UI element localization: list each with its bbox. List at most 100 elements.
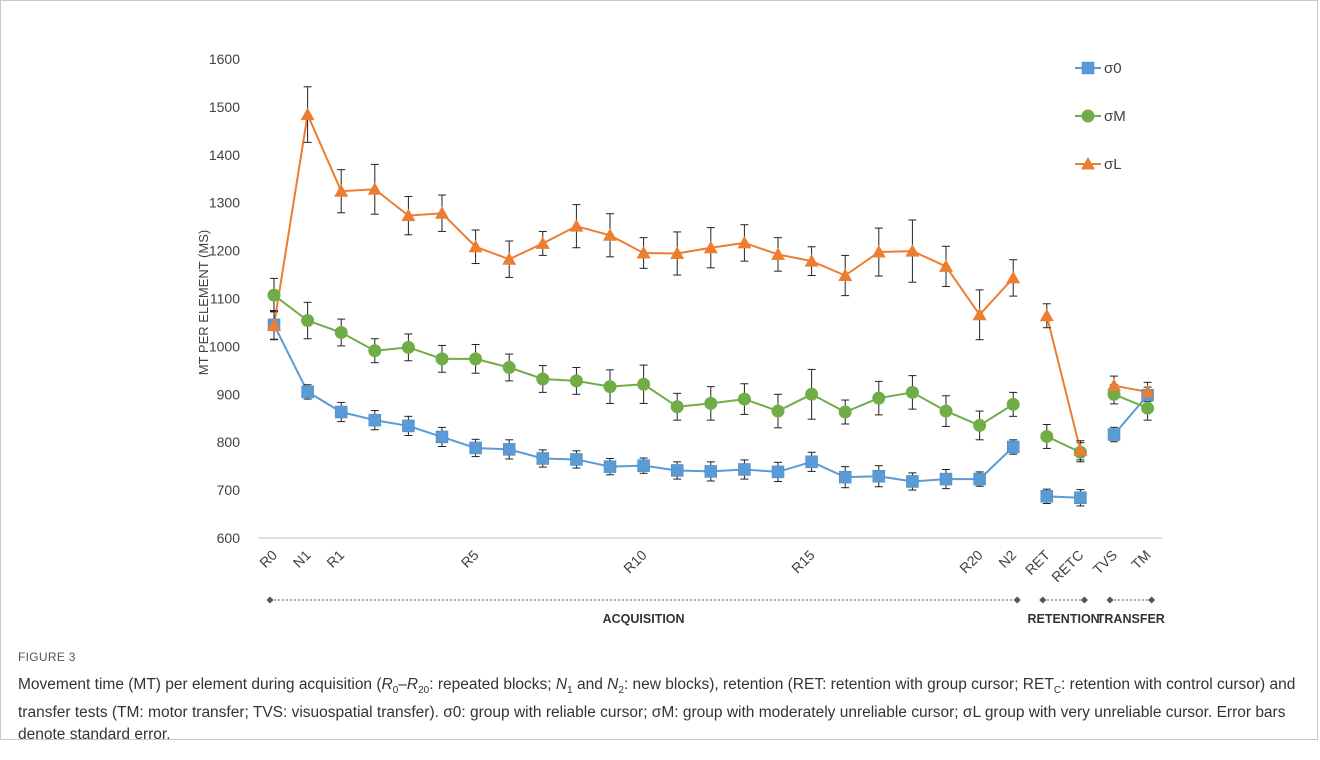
data-point xyxy=(267,318,281,331)
data-point xyxy=(300,107,315,121)
data-point xyxy=(570,453,583,466)
data-point xyxy=(301,314,315,328)
legend-marker xyxy=(1081,157,1095,170)
data-point xyxy=(1141,401,1155,415)
data-point xyxy=(536,372,550,386)
y-tick-label: 1500 xyxy=(209,99,240,115)
data-point xyxy=(771,247,785,260)
data-point xyxy=(973,418,987,432)
y-tick-label: 1000 xyxy=(209,338,240,354)
data-point xyxy=(805,455,818,469)
data-point xyxy=(871,245,886,258)
data-point xyxy=(972,307,987,321)
data-point xyxy=(737,235,752,249)
phase-bracket-end xyxy=(1013,596,1021,604)
series-line xyxy=(1113,394,1149,436)
figure-caption: FIGURE 3 Movement time (MT) per element … xyxy=(18,650,1298,746)
y-tick-label: 900 xyxy=(217,386,241,402)
data-point xyxy=(468,239,483,253)
data-point xyxy=(368,413,382,427)
data-point xyxy=(1006,440,1020,454)
data-point xyxy=(704,396,718,410)
data-point xyxy=(637,459,650,472)
x-tick-label: R20 xyxy=(956,547,986,577)
data-point xyxy=(603,380,617,394)
data-point xyxy=(469,352,483,366)
data-point xyxy=(401,340,415,354)
data-point xyxy=(569,374,583,388)
x-tick-label: N1 xyxy=(290,547,314,571)
y-tick-label: 1300 xyxy=(209,195,240,211)
data-point xyxy=(502,360,516,374)
phase-label: RETENTION xyxy=(1027,612,1099,626)
data-point xyxy=(536,452,550,465)
figure-frame xyxy=(0,0,1318,740)
phase-bracket-end xyxy=(1148,596,1156,604)
y-tick-label: 1400 xyxy=(209,147,240,163)
data-point xyxy=(535,236,550,249)
figure-label: FIGURE 3 xyxy=(18,650,76,664)
data-point xyxy=(367,182,382,195)
data-point xyxy=(805,387,819,401)
x-tick-label: R1 xyxy=(323,547,347,571)
legend-marker xyxy=(1081,109,1095,123)
data-point xyxy=(804,254,819,267)
data-point xyxy=(838,470,852,484)
data-point xyxy=(670,246,685,259)
legend-label: σM xyxy=(1104,108,1126,125)
data-point xyxy=(334,326,348,340)
y-axis-title: MT PER ELEMENT (MS) xyxy=(196,230,211,375)
caption-text: Movement time (MT) per element during ac… xyxy=(18,676,1296,744)
y-tick-label: 1600 xyxy=(209,51,240,67)
line-chart: 600 700 800 900 1000 1100 1200 1300 1400 1500 1600… xyxy=(196,51,1165,626)
data-point xyxy=(637,377,651,391)
data-point xyxy=(502,252,517,265)
data-point xyxy=(771,465,785,479)
data-point xyxy=(435,430,449,444)
series-line xyxy=(1045,315,1082,451)
data-point xyxy=(301,385,314,399)
data-point xyxy=(939,472,953,486)
data-point xyxy=(603,228,617,241)
data-point xyxy=(771,404,785,418)
phase-bracket-end xyxy=(1039,596,1047,604)
x-tick-label: R5 xyxy=(458,547,482,571)
phase-bracket-end xyxy=(266,596,274,604)
series-line xyxy=(273,111,1014,326)
data-point xyxy=(334,184,349,197)
data-point xyxy=(738,463,751,476)
phase-label: ACQUISITION xyxy=(603,612,685,626)
x-tick-label: R15 xyxy=(788,547,818,577)
y-tick-label: 700 xyxy=(217,482,241,498)
data-point xyxy=(670,464,684,477)
legend-marker xyxy=(1081,61,1095,75)
phase-bracket-end xyxy=(1080,596,1088,604)
data-point xyxy=(1006,270,1021,284)
phase-bracket-end xyxy=(1106,596,1114,604)
data-point xyxy=(838,268,853,282)
data-point xyxy=(1040,429,1054,443)
data-point xyxy=(1074,491,1087,505)
data-point xyxy=(435,352,449,366)
legend-label: σL xyxy=(1104,156,1122,173)
data-point xyxy=(973,472,986,486)
data-point xyxy=(334,405,348,419)
data-point xyxy=(569,219,584,232)
data-point xyxy=(1006,397,1020,411)
data-point xyxy=(872,391,886,405)
data-point xyxy=(368,344,382,358)
data-point xyxy=(1073,443,1088,456)
data-point xyxy=(1039,308,1054,322)
y-tick-label: 1100 xyxy=(210,291,240,307)
data-point xyxy=(1107,428,1121,441)
data-point xyxy=(636,245,651,259)
data-point xyxy=(435,206,449,219)
y-tick-label: 600 xyxy=(217,530,241,546)
data-point xyxy=(670,400,684,414)
data-point xyxy=(939,404,953,418)
data-point xyxy=(703,240,718,254)
y-tick-label: 800 xyxy=(217,434,241,450)
x-tick-label: TVS xyxy=(1090,547,1121,578)
x-tick-label: RETC xyxy=(1048,547,1086,585)
data-point xyxy=(469,441,482,455)
